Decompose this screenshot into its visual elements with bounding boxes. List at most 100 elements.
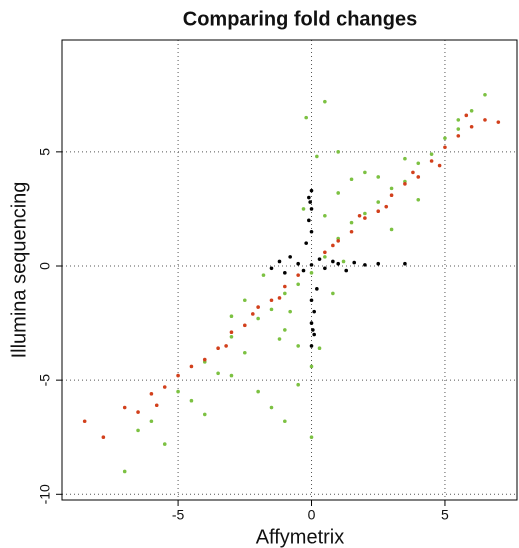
point <box>376 200 381 204</box>
point <box>376 261 381 266</box>
point <box>256 305 260 309</box>
point <box>304 115 308 120</box>
x-axis-label: Affymetrix <box>256 526 345 548</box>
point <box>296 344 300 348</box>
point <box>283 284 287 289</box>
point <box>323 266 327 271</box>
point <box>261 273 266 277</box>
point <box>269 298 274 303</box>
point <box>277 337 282 341</box>
point <box>416 161 421 166</box>
point <box>341 259 346 264</box>
point <box>229 314 234 319</box>
point <box>352 260 357 265</box>
point <box>176 389 180 394</box>
point <box>283 419 287 424</box>
point <box>456 127 461 131</box>
point <box>403 261 407 266</box>
x-tick-label: 0 <box>308 507 316 523</box>
point <box>389 193 394 198</box>
point <box>336 261 341 266</box>
point <box>149 419 154 424</box>
point <box>309 188 314 193</box>
point <box>363 170 367 175</box>
point <box>312 309 316 314</box>
point <box>296 273 300 277</box>
point <box>429 152 434 156</box>
point <box>376 175 381 179</box>
point <box>101 435 106 440</box>
point <box>331 291 335 296</box>
point <box>312 332 316 337</box>
point <box>311 328 315 332</box>
point <box>389 186 394 191</box>
point <box>456 118 461 122</box>
point <box>416 175 421 179</box>
point <box>384 204 389 209</box>
point <box>176 373 180 378</box>
point <box>122 405 127 410</box>
point <box>251 312 255 316</box>
point <box>357 213 362 218</box>
point <box>309 271 314 275</box>
point <box>243 350 247 355</box>
point <box>301 268 306 273</box>
point <box>269 266 274 271</box>
point <box>349 220 354 225</box>
point <box>283 328 287 332</box>
point <box>309 435 314 440</box>
point <box>323 99 327 104</box>
point <box>429 159 434 163</box>
point <box>411 170 415 175</box>
point <box>202 357 207 362</box>
point <box>309 298 314 303</box>
point <box>162 385 167 389</box>
point <box>243 323 247 328</box>
point <box>403 182 407 186</box>
point <box>288 255 292 259</box>
point <box>296 282 300 287</box>
point <box>309 321 314 325</box>
point <box>344 268 349 273</box>
point <box>202 412 207 417</box>
point <box>331 259 335 264</box>
y-tick-label: -10 <box>37 484 53 504</box>
point <box>363 211 367 216</box>
point <box>229 373 234 378</box>
point <box>309 344 314 348</box>
point <box>317 346 322 350</box>
point <box>336 239 341 243</box>
point <box>256 389 260 394</box>
y-tick-label: 0 <box>37 262 53 270</box>
point <box>483 92 487 97</box>
point <box>315 154 319 159</box>
point <box>323 213 327 218</box>
y-tick-label: 5 <box>37 148 53 156</box>
point <box>189 398 194 403</box>
point <box>496 120 501 124</box>
point <box>323 255 327 259</box>
y-tick-label: -5 <box>37 374 53 387</box>
point <box>483 118 487 122</box>
point <box>189 364 194 369</box>
point <box>469 124 474 129</box>
point <box>323 250 327 255</box>
point <box>315 287 319 291</box>
x-tick-label: -5 <box>172 507 185 523</box>
point <box>309 364 314 369</box>
point <box>309 207 314 211</box>
point <box>283 271 287 275</box>
point <box>122 469 127 474</box>
point <box>309 229 314 234</box>
y-axis-label: Illumina sequencing <box>8 182 30 359</box>
plot-frame <box>61 39 518 501</box>
point <box>288 309 292 314</box>
point <box>308 200 312 204</box>
point <box>336 191 341 195</box>
point <box>269 307 274 312</box>
point <box>283 291 287 296</box>
point <box>256 316 260 321</box>
point <box>349 177 354 182</box>
point <box>376 209 381 214</box>
